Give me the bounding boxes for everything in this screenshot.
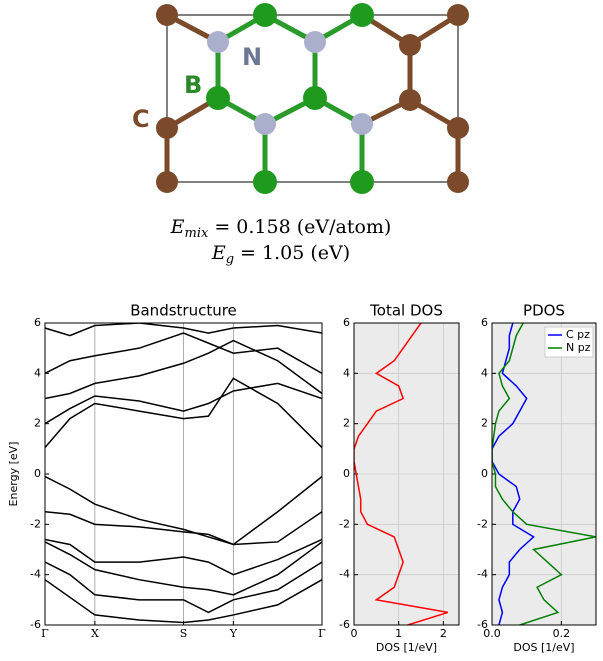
y-tick-label: 2 (343, 417, 350, 430)
x-tick-label: S (180, 627, 188, 640)
y-tick-label: -2 (339, 517, 350, 530)
plot-frame (44, 322, 323, 626)
symbol: E (211, 242, 226, 264)
symbol: E (170, 216, 185, 238)
series-line (45, 561, 322, 614)
y-tick-label: 0 (481, 467, 488, 480)
y-tick-label: 0 (343, 467, 350, 480)
y-tick-label: 4 (481, 366, 488, 379)
series-line (45, 538, 322, 576)
series-line (45, 339, 322, 400)
series-line (45, 511, 322, 546)
y-tick-label: -2 (477, 517, 488, 530)
x-tick-label: Y (229, 627, 238, 640)
y-tick-label: -2 (30, 517, 41, 530)
series-line (45, 475, 322, 546)
series-line (354, 323, 449, 625)
series-line (45, 579, 322, 624)
series-line (45, 377, 322, 449)
series-line (45, 382, 322, 425)
series-line (45, 323, 322, 337)
y-tick-label: -6 (339, 618, 350, 631)
y-axis-label: Energy [eV] (7, 442, 20, 507)
y-tick-label: 0 (34, 467, 41, 480)
x-axis-label: DOS [1/eV] (513, 641, 574, 654)
crystal-structure: N B C (132, 3, 469, 194)
x-tick-label: Γ (318, 627, 326, 640)
legend-label: N pz (566, 341, 591, 354)
chart-title: Bandstructure (130, 302, 237, 320)
plot-frame (353, 322, 460, 626)
series-line (492, 323, 596, 625)
subscript: g (226, 252, 234, 267)
series-line (45, 332, 322, 374)
x-tick-label: 1 (395, 627, 402, 640)
y-tick-label: 4 (34, 366, 41, 379)
atom-label: C (132, 105, 150, 133)
y-tick-label: -6 (30, 618, 41, 631)
x-tick-label: 0.0 (483, 627, 501, 640)
atom-label: N (242, 43, 262, 71)
plot-frame (491, 322, 597, 626)
series-line (45, 541, 322, 596)
formula: Emix = 0.158 (eV/atom) (170, 216, 392, 241)
y-tick-label: 4 (343, 366, 350, 379)
series-line (492, 323, 535, 625)
y-tick-label: 6 (34, 316, 41, 329)
x-tick-label: 0.2 (553, 627, 571, 640)
legend-label: C pz (566, 328, 590, 341)
chart-title: PDOS (523, 302, 565, 320)
legend-box (544, 326, 594, 358)
y-tick-label: 2 (481, 417, 488, 430)
y-tick-label: -6 (477, 618, 488, 631)
x-axis-label: DOS [1/eV] (376, 641, 437, 654)
formula: Eg = 1.05 (eV) (211, 242, 350, 267)
x-tick-label: X (91, 627, 99, 640)
x-tick-label: 0 (351, 627, 358, 640)
y-tick-label: 6 (343, 316, 350, 329)
x-tick-label: 2 (440, 627, 447, 640)
y-tick-label: -4 (30, 568, 41, 581)
x-tick-label: Γ (41, 627, 49, 640)
y-tick-label: 2 (34, 417, 41, 430)
y-tick-label: -4 (339, 568, 350, 581)
atom-label: B (184, 71, 202, 99)
formula-text: = 1.05 (eV) (240, 242, 350, 264)
y-tick-label: 6 (481, 316, 488, 329)
subscript: mix (185, 226, 209, 241)
chart-title: Total DOS (369, 302, 443, 320)
y-tick-label: -4 (477, 568, 488, 581)
formula-text: = 0.158 (eV/atom) (214, 216, 391, 238)
